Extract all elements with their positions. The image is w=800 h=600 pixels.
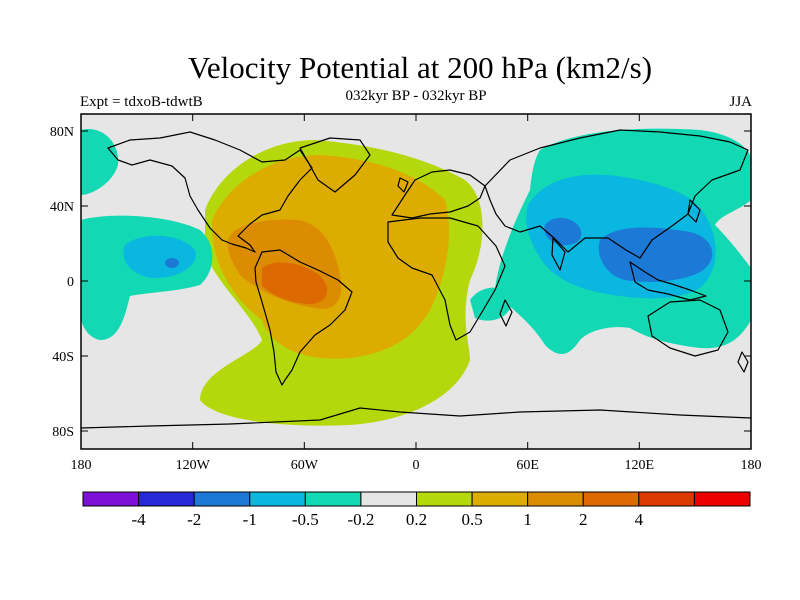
colorbar-label: 0.5: [461, 510, 482, 529]
colorbar-swatch: [693, 491, 751, 507]
colorbar-swatch: [471, 491, 529, 507]
colorbar-label: 2: [579, 510, 588, 529]
lat-label: 80N: [50, 125, 74, 140]
colorbar-swatch: [638, 491, 695, 507]
contour-negative-1-pacific: [165, 258, 179, 268]
colorbar-swatch: [416, 491, 473, 507]
axis-ticks: [80, 114, 752, 449]
contour-negative-1-asia: [544, 217, 713, 282]
colorbar-swatch: [193, 491, 251, 507]
contour-negative-0.2-arctic: [81, 129, 119, 195]
colorbar-label: -0.2: [347, 510, 374, 529]
map-plot-area: [81, 114, 751, 449]
lon-label: 180: [741, 458, 762, 473]
colorbar-swatch: [249, 491, 306, 507]
colorbar: [82, 491, 751, 507]
colorbar-label: -2: [187, 510, 201, 529]
lon-label: 0: [413, 458, 420, 473]
colorbar-label: 1: [523, 510, 532, 529]
colorbar-labels: -4 -2 -1 -0.5 -0.2 0.2 0.5 1 2 4: [131, 510, 643, 529]
colorbar-swatch: [304, 491, 362, 507]
lon-label: 60W: [291, 458, 319, 473]
lon-label: 120W: [176, 458, 211, 473]
season-label: JJA: [729, 94, 752, 110]
colorbar-swatch: [360, 491, 418, 507]
lat-label: 80S: [52, 425, 74, 440]
longitude-labels: 180 120W 60W 0 60E 120E 180: [71, 458, 762, 473]
colorbar-label: -1: [243, 510, 257, 529]
colorbar-label: 4: [635, 510, 644, 529]
latitude-labels: 80N 40N 0 40S 80S: [50, 125, 74, 440]
colorbar-swatch: [138, 491, 195, 507]
chart-subtitle: 032kyr BP - 032kyr BP: [345, 88, 487, 104]
lon-label: 180: [71, 458, 92, 473]
lon-label: 60E: [516, 458, 539, 473]
contour-positive-2: [262, 262, 328, 304]
lat-label: 0: [67, 275, 74, 290]
lat-label: 40S: [52, 350, 74, 365]
colorbar-swatch: [582, 491, 640, 507]
colorbar-label: -4: [131, 510, 146, 529]
coastlines: [81, 129, 751, 429]
lat-label: 40N: [50, 200, 74, 215]
colorbar-label: 0.2: [406, 510, 427, 529]
lon-label: 120E: [625, 458, 655, 473]
contour-negative-0.2-southern: [470, 287, 512, 321]
colorbar-label: -0.5: [292, 510, 319, 529]
contour-negative-0.5-pacific: [123, 235, 196, 278]
colorbar-swatch: [527, 491, 584, 507]
experiment-label: Expt = tdxoB-tdwtB: [80, 94, 203, 110]
chart-title: Velocity Potential at 200 hPa (km2/s): [187, 50, 653, 85]
colorbar-swatch: [82, 491, 140, 507]
